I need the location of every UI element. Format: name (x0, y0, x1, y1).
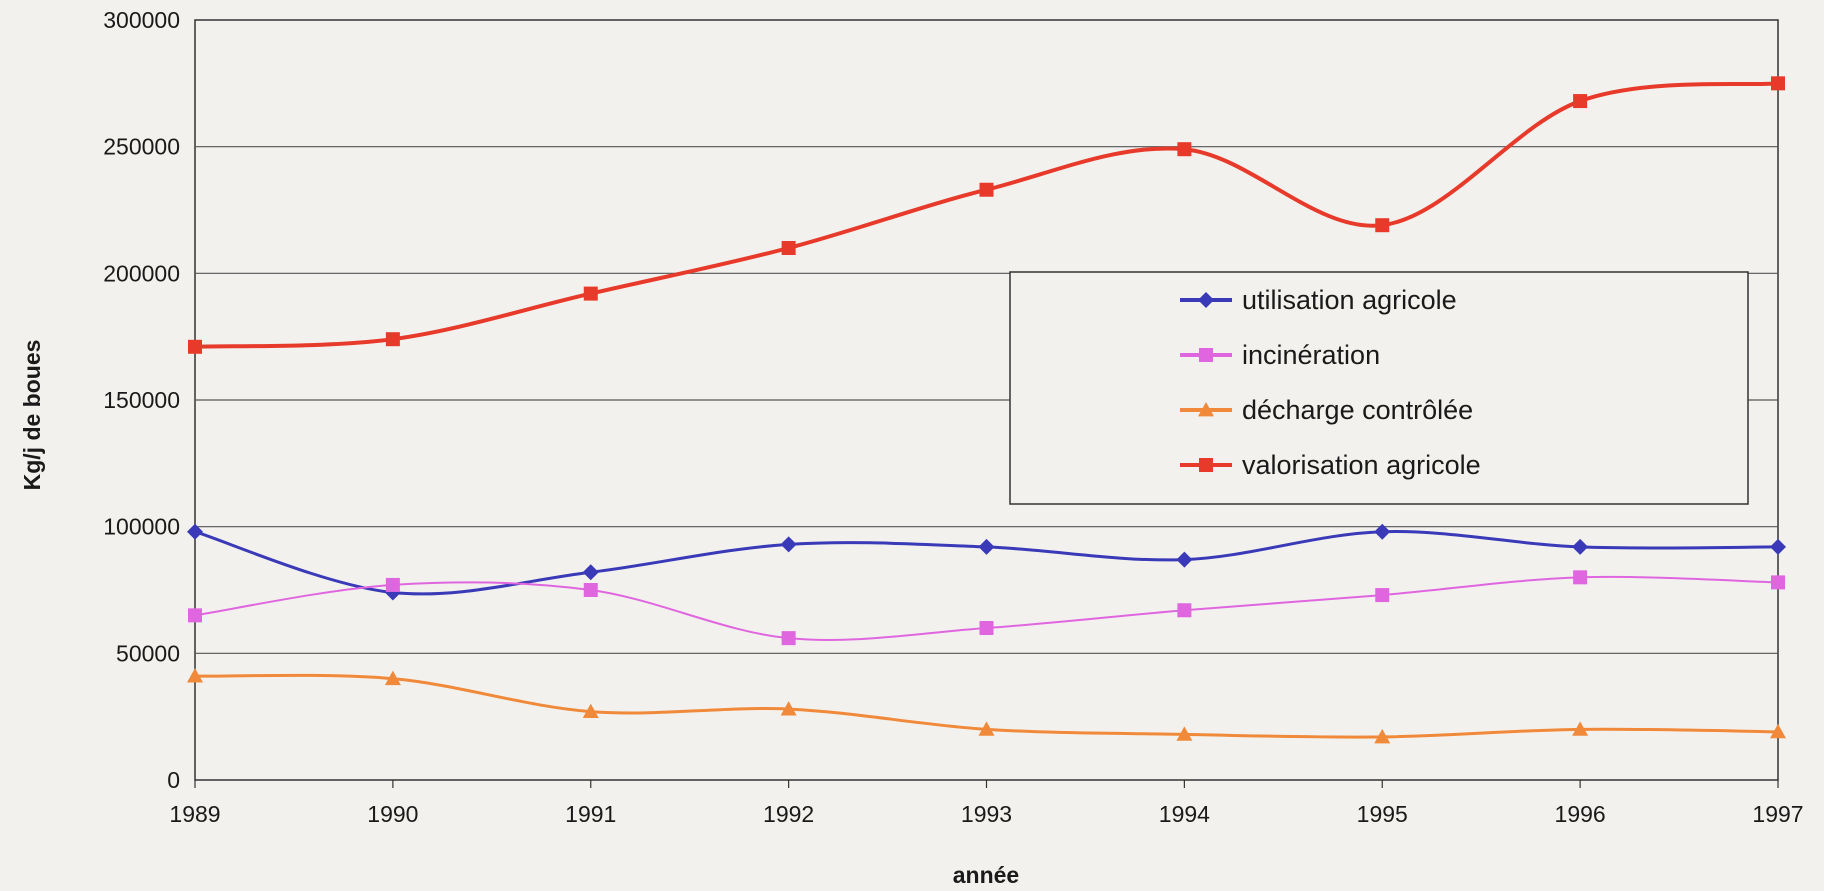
data-point (187, 668, 203, 683)
data-point (1177, 603, 1192, 618)
data-point (1176, 726, 1193, 741)
series-4 (188, 76, 1785, 354)
data-point (1770, 538, 1786, 555)
legend-label: utilisation agricole (1242, 285, 1457, 315)
x-tick-label: 1997 (1752, 801, 1803, 827)
legend-marker (1199, 458, 1213, 472)
y-tick-label: 150000 (103, 387, 180, 413)
data-point (582, 564, 599, 581)
legend: utilisation agricole incinération décharge… (1009, 271, 1749, 505)
x-tick-label: 1996 (1555, 801, 1606, 827)
y-axis-title: Kg/j de boues (19, 340, 45, 491)
gridlines (195, 146, 1778, 654)
y-tick-label: 250000 (103, 134, 180, 160)
data-point (583, 583, 598, 597)
series-2 (188, 570, 1785, 646)
data-point (188, 339, 202, 354)
data-point (1177, 142, 1192, 157)
y-tick-label: 100000 (103, 514, 180, 540)
data-point (1770, 723, 1786, 739)
data-point (979, 621, 994, 635)
series-group (187, 76, 1786, 744)
data-point (1573, 94, 1588, 109)
series-3 (187, 668, 1786, 744)
data-point (1572, 721, 1589, 736)
legend-label: incinération (1242, 340, 1380, 370)
x-tick-label: 1992 (763, 801, 814, 827)
legend-label: décharge contrôlée (1242, 395, 1473, 425)
data-point (1771, 575, 1785, 590)
legend-marker (1198, 292, 1214, 308)
data-point (187, 523, 203, 540)
data-point (781, 241, 796, 255)
data-point (780, 536, 797, 553)
legend-marker (1198, 402, 1214, 417)
data-point (1771, 76, 1785, 91)
legend-marker (1199, 348, 1213, 362)
data-point (385, 577, 400, 592)
data-point (582, 703, 599, 718)
y-axis-ticks: 0 50000 100000 150000 200000 250000 300000 (103, 7, 180, 793)
data-point (384, 670, 401, 686)
x-axis-title: année (953, 862, 1019, 888)
data-point (385, 332, 400, 347)
y-tick-label: 0 (167, 767, 180, 793)
data-point (1374, 523, 1391, 540)
data-point (780, 701, 797, 716)
data-point (781, 631, 796, 646)
x-tick-label: 1995 (1357, 801, 1408, 827)
data-point (1375, 218, 1390, 233)
y-tick-label: 200000 (103, 260, 180, 286)
x-axis-ticks: 1989 1990 1991 1992 1993 1994 1995 1996 1997 (169, 780, 1804, 827)
x-tick-label: 1991 (565, 801, 616, 827)
data-point (1572, 538, 1589, 555)
data-point (1573, 570, 1588, 585)
y-tick-label: 50000 (116, 640, 180, 666)
legend-box (1009, 271, 1749, 505)
legend-label: valorisation agricole (1242, 450, 1481, 480)
data-point (978, 721, 995, 736)
x-tick-label: 1993 (961, 801, 1012, 827)
data-point (1176, 551, 1193, 568)
data-point (1375, 588, 1390, 603)
data-point (1374, 728, 1391, 744)
data-point (978, 538, 995, 555)
x-tick-label: 1989 (169, 801, 220, 827)
data-point (188, 608, 202, 623)
data-point (979, 182, 994, 197)
x-tick-label: 1990 (367, 801, 418, 827)
y-tick-label: 300000 (103, 7, 180, 33)
data-point (583, 286, 598, 301)
x-tick-label: 1994 (1159, 801, 1210, 827)
